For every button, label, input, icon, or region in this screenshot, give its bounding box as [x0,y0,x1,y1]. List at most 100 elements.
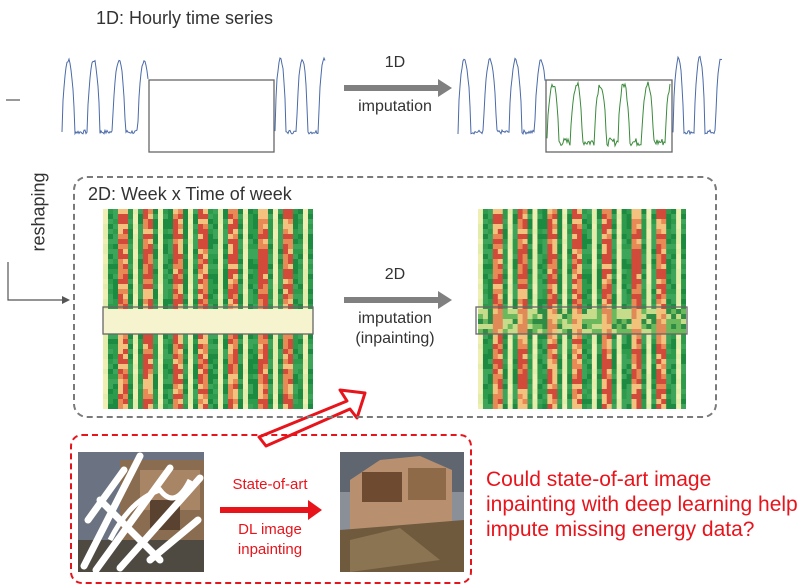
heatmap-cell [478,344,484,350]
heatmap-cell [492,254,499,260]
heatmap-cell [278,219,284,225]
heatmap-cell [507,259,514,265]
heatmap-cell [133,259,139,265]
heatmap-cell [626,209,632,215]
heatmap-cell [293,344,299,350]
heatmap-cell [577,349,583,355]
heatmap-cell [572,284,578,290]
heatmap-cell [507,389,514,395]
heatmap-cell [671,354,677,360]
heatmap-cell [606,214,613,220]
heatmap-cell [253,314,259,320]
heatmap-cell [148,379,154,385]
heatmap-cell [298,324,304,330]
heatmap-cell [572,364,578,370]
heatmap-cell [487,229,494,235]
heatmap-cell [517,339,523,345]
heatmap-cell [268,239,274,245]
heatmap-cell [278,379,284,385]
heatmap-cell [542,319,548,325]
heatmap-cell [557,369,563,375]
heatmap-cell [293,379,299,385]
time-series-right [457,55,723,136]
heatmap-cell [218,394,224,400]
heatmap-cell [123,279,129,285]
inpainting-label: inpainting [237,541,303,558]
heatmap-cell [631,244,637,250]
heatmap-cell [512,294,519,300]
heatmap-cell [671,349,677,355]
heatmap-cell [188,269,194,275]
heatmap-cell [621,259,627,265]
heatmap-cell [676,394,682,400]
heatmap-cell [676,354,682,360]
heatmap-cell [278,229,284,235]
heatmap-cell [248,264,254,270]
heatmap-cell [303,399,309,405]
heatmap-cell [616,229,623,235]
heatmap-cell [168,354,174,360]
heatmap-cell [542,389,548,395]
heatmap-cell [188,314,194,320]
heatmap-cell [577,254,583,260]
heatmap-cell [228,319,234,325]
heatmap-cell [178,299,184,305]
heatmap-cell [671,224,677,230]
heatmap-cell [631,379,637,385]
heatmap-cell [173,364,179,370]
heatmap-cell [651,209,657,215]
heatmap-cell [542,309,548,315]
heatmap-cell [646,299,652,305]
heatmap-cell [478,299,484,305]
heatmap-cell [606,259,613,265]
heatmap-cell [676,309,682,315]
heatmap-cell [258,219,264,225]
heatmap-cell [596,224,603,230]
heatmap-cell [253,389,259,395]
heatmap-cell [492,264,499,270]
heatmap-cell [582,234,588,240]
heatmap-cell [562,249,568,255]
heatmap-cell [103,399,109,405]
heatmap-cell [681,334,686,340]
heatmap-cell [626,329,632,335]
heatmap-cell [253,219,259,225]
heatmap-cell [478,274,484,280]
heatmap-cell [278,399,284,405]
heatmap-cell [537,339,543,345]
heatmap-cell [283,309,289,315]
heatmap-cell [591,219,598,225]
heatmap-cell [183,319,189,325]
heatmap-cell [671,384,677,390]
heatmap-cell [542,229,548,235]
heatmap-cell [178,254,184,260]
heatmap-cell [303,359,309,365]
heatmap-cell [238,269,244,275]
heatmap-cell [278,314,284,320]
heatmap-cell [636,404,642,409]
heatmap-cell [288,219,294,225]
heatmap-cell [572,389,578,395]
heatmap-cell [188,389,194,395]
heatmap-cell [671,324,677,330]
heatmap-cell [582,359,588,365]
heatmap-cell [487,339,494,345]
heatmap-cell [113,324,119,330]
heatmap-cell [153,209,159,215]
heatmap-cell [492,239,499,245]
heatmap-cell [273,354,279,360]
heatmap-cell [183,354,189,360]
heatmap-cell [621,284,627,290]
heatmap-cell [263,279,269,285]
heatmap-cell [631,324,637,330]
heatmap-cell [547,274,553,280]
heatmap-cell [502,224,509,230]
heatmap-cell [118,209,124,215]
heatmap-cell [482,359,489,365]
heatmap-cell [213,244,219,250]
heatmap-cell [547,339,553,345]
heatmap-cell [248,229,254,235]
heatmap-cell [547,309,553,315]
heatmap-cell [268,309,274,315]
heatmap-cell [621,289,627,295]
